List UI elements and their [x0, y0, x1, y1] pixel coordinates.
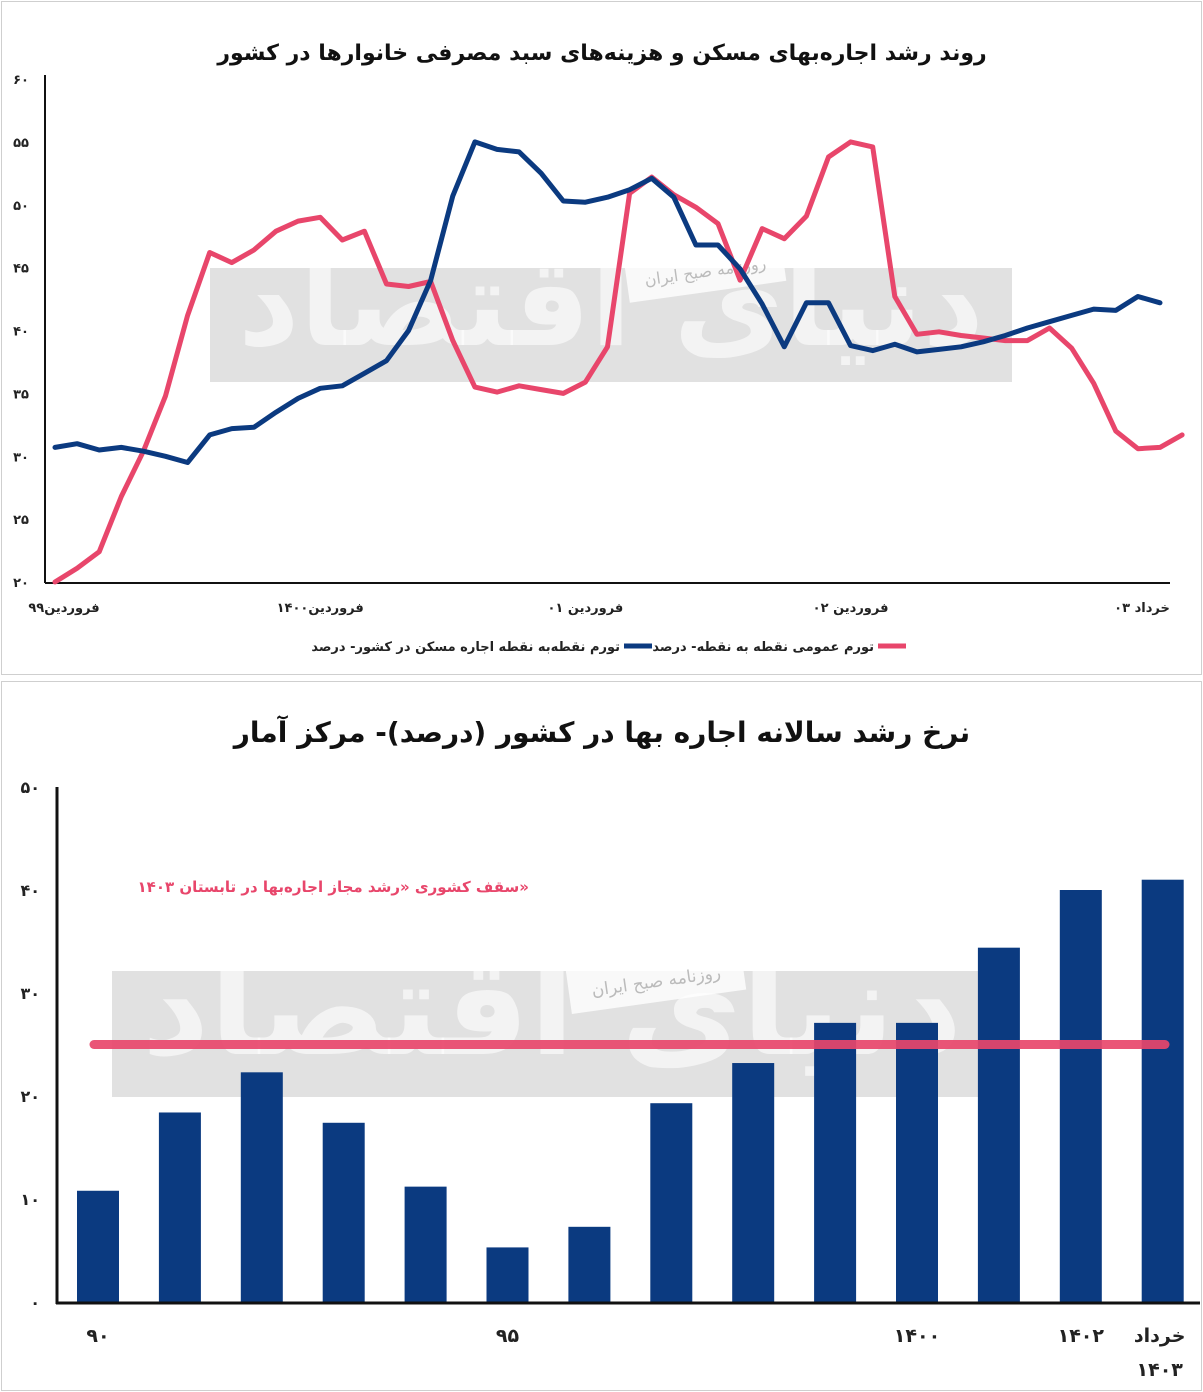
- y-tick-label: ۱۰: [20, 1190, 40, 1209]
- reference-line-label: سقف کشوری «رشد مجاز اجاره‌بها در تابستان…: [138, 878, 529, 896]
- y-tick-label: ۵۰: [20, 778, 40, 797]
- y-tick-label: ۲۵: [13, 513, 29, 528]
- watermark-banner-box: [623, 237, 787, 303]
- bars: [77, 879, 1184, 1302]
- y-tick-label: ۴۵: [13, 262, 29, 277]
- housing-rent-inflation-line-chart-panel: دنیای اقتصاد روزنامه صبح ایران ۲۰ ۲۵ ۳۰ ۳۵ ۴۰…: [1, 1, 1202, 675]
- x-tick-label: خرداد ۰۳: [1114, 601, 1170, 616]
- x-tick-label: ۱۴۰۰: [894, 1325, 940, 1347]
- y-tick-label: ۶۰: [13, 73, 29, 88]
- bar-10: [814, 1022, 857, 1302]
- y-tick-label: ۰: [30, 1293, 40, 1312]
- reference-line-group: سقف کشوری «رشد مجاز اجاره‌بها در تابستان…: [89, 878, 1170, 1049]
- bar-9: [732, 1063, 775, 1302]
- bar-11: [896, 1022, 938, 1302]
- watermark-banner-box: [565, 945, 747, 1015]
- chart-title: نرخ رشد سالانه اجاره بها در کشور (درصد)-…: [232, 715, 970, 749]
- y-tick-label: ۲۰: [20, 1087, 40, 1106]
- bar-13: [1059, 890, 1102, 1302]
- bar-6: [486, 1247, 529, 1302]
- chart-title: روند رشد اجاره‌بهای مسکن و هزینه‌های سبد…: [216, 41, 986, 66]
- legend: تورم نقطه‌به نقطه اجاره مسکن در کشور- در…: [311, 640, 906, 655]
- bar-8: [650, 1103, 693, 1302]
- y-tick-label: ۲۰: [13, 576, 29, 591]
- x-tick-label: فروردین ۰۱: [547, 601, 623, 616]
- bar-1: [77, 1190, 119, 1302]
- x-tick-label-line2: ۱۴۰۳: [1137, 1359, 1184, 1381]
- x-tick-label: ۹۵: [496, 1325, 520, 1347]
- x-tick-label: فروردین ۰۲: [813, 601, 889, 616]
- bar-4: [322, 1122, 365, 1302]
- y-tick-label: ۵۵: [13, 136, 29, 151]
- watermark-banner: روزنامه صبح ایران: [565, 945, 747, 1015]
- series-lines: [52, 139, 1185, 585]
- rent-inflation-line: [52, 139, 1163, 465]
- y-tick-label: ۵۰: [13, 199, 29, 214]
- y-tick-label: ۳۰: [20, 984, 40, 1003]
- bar-5: [404, 1186, 447, 1302]
- y-tick-label: ۳۰: [13, 450, 29, 465]
- annual-rent-growth-bar-chart-panel: دنیای اقتصاد روزنامه صبح ایران سقف کشوری …: [1, 681, 1202, 1391]
- x-tick-label-line1: خرداد: [1134, 1325, 1186, 1347]
- y-tick-label: ۳۵: [13, 387, 29, 402]
- x-tick-label: فروردین۱۴۰۰: [277, 601, 364, 616]
- legend-label-general: تورم عمومی نقطه به نقطه- درصد: [652, 640, 874, 655]
- bar-2: [158, 1112, 201, 1302]
- bar-7: [568, 1226, 611, 1302]
- x-tick-label: ۱۴۰۲: [1058, 1325, 1105, 1347]
- x-tick-label: فروردین۹۹: [28, 601, 99, 616]
- y-tick-label: ۴۰: [13, 325, 29, 340]
- axes: ۰ ۱۰ ۲۰ ۳۰ ۴۰ ۵۰ ۹۰ ۹۵ ۱۴۰۰ ۱۴۰۲ خرداد ۱۴۰۳: [20, 778, 1200, 1381]
- bar-12: [977, 947, 1020, 1302]
- bar-14: [1141, 879, 1184, 1302]
- x-tick-label: ۹۰: [86, 1325, 109, 1347]
- watermark-brand: دنیای اقتصاد: [238, 235, 984, 374]
- axes: ۲۰ ۲۵ ۳۰ ۳۵ ۴۰ ۴۵ ۵۰ ۵۵ ۶۰ فروردین۹۹ فروردین۱۴۰۰ فر…: [13, 73, 1170, 616]
- y-tick-label: ۴۰: [20, 881, 40, 900]
- bar-3: [240, 1072, 283, 1302]
- legend-label-rent: تورم نقطه‌به نقطه اجاره مسکن در کشور- در…: [311, 640, 620, 655]
